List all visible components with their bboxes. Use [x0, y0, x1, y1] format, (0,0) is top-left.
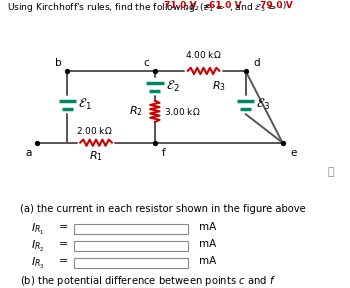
Text: $I_{R_1}$: $I_{R_1}$: [30, 222, 44, 237]
Text: 71.0 V: 71.0 V: [164, 1, 197, 10]
Text: f: f: [162, 148, 166, 158]
FancyBboxPatch shape: [74, 224, 188, 234]
Text: =: =: [59, 239, 69, 249]
Text: (b) the potential difference between points $c$ and $f$: (b) the potential difference between poi…: [20, 274, 276, 288]
Text: 61.0 V: 61.0 V: [209, 1, 242, 10]
Text: $R_3$: $R_3$: [212, 79, 226, 93]
Text: b: b: [55, 58, 61, 68]
Text: e: e: [290, 148, 296, 158]
Text: $I_{R_3}$: $I_{R_3}$: [30, 256, 44, 272]
Text: $I_{R_2}$: $I_{R_2}$: [30, 239, 44, 254]
Text: a: a: [26, 148, 32, 158]
Text: d: d: [253, 58, 260, 68]
Text: mA: mA: [198, 256, 216, 266]
Text: $\mathcal{E}_2$: $\mathcal{E}_2$: [166, 79, 179, 94]
Text: =: =: [59, 222, 69, 232]
Text: 3.00 k$\Omega$: 3.00 k$\Omega$: [164, 106, 201, 117]
Text: mA: mA: [198, 239, 216, 249]
Text: (a) the current in each resistor shown in the figure above: (a) the current in each resistor shown i…: [20, 204, 306, 214]
Text: =: =: [59, 256, 69, 266]
Text: Using Kirchhoff's rules, find the following. ($\mathcal{E}_1$ =: Using Kirchhoff's rules, find the follow…: [7, 1, 225, 14]
FancyBboxPatch shape: [74, 241, 188, 251]
Text: c: c: [144, 58, 149, 68]
Text: ⓘ: ⓘ: [328, 166, 335, 177]
Text: $\mathcal{E}_1$: $\mathcal{E}_1$: [78, 97, 92, 112]
Text: $\mathcal{E}_3$: $\mathcal{E}_3$: [256, 97, 270, 112]
FancyBboxPatch shape: [74, 258, 188, 268]
Text: mA: mA: [198, 222, 216, 232]
Text: 2.00 k$\Omega$: 2.00 k$\Omega$: [76, 125, 113, 136]
Text: 4.00 k$\Omega$: 4.00 k$\Omega$: [185, 49, 222, 60]
Text: .): .): [280, 1, 286, 10]
Text: 79.0 V: 79.0 V: [260, 1, 293, 10]
Text: , and $\mathcal{E}_3$ =: , and $\mathcal{E}_3$ =: [229, 1, 277, 14]
Text: $R_1$: $R_1$: [89, 149, 103, 163]
Text: $R_2$: $R_2$: [129, 105, 143, 118]
Text: , $\mathcal{E}_2$ =: , $\mathcal{E}_2$ =: [184, 1, 211, 13]
